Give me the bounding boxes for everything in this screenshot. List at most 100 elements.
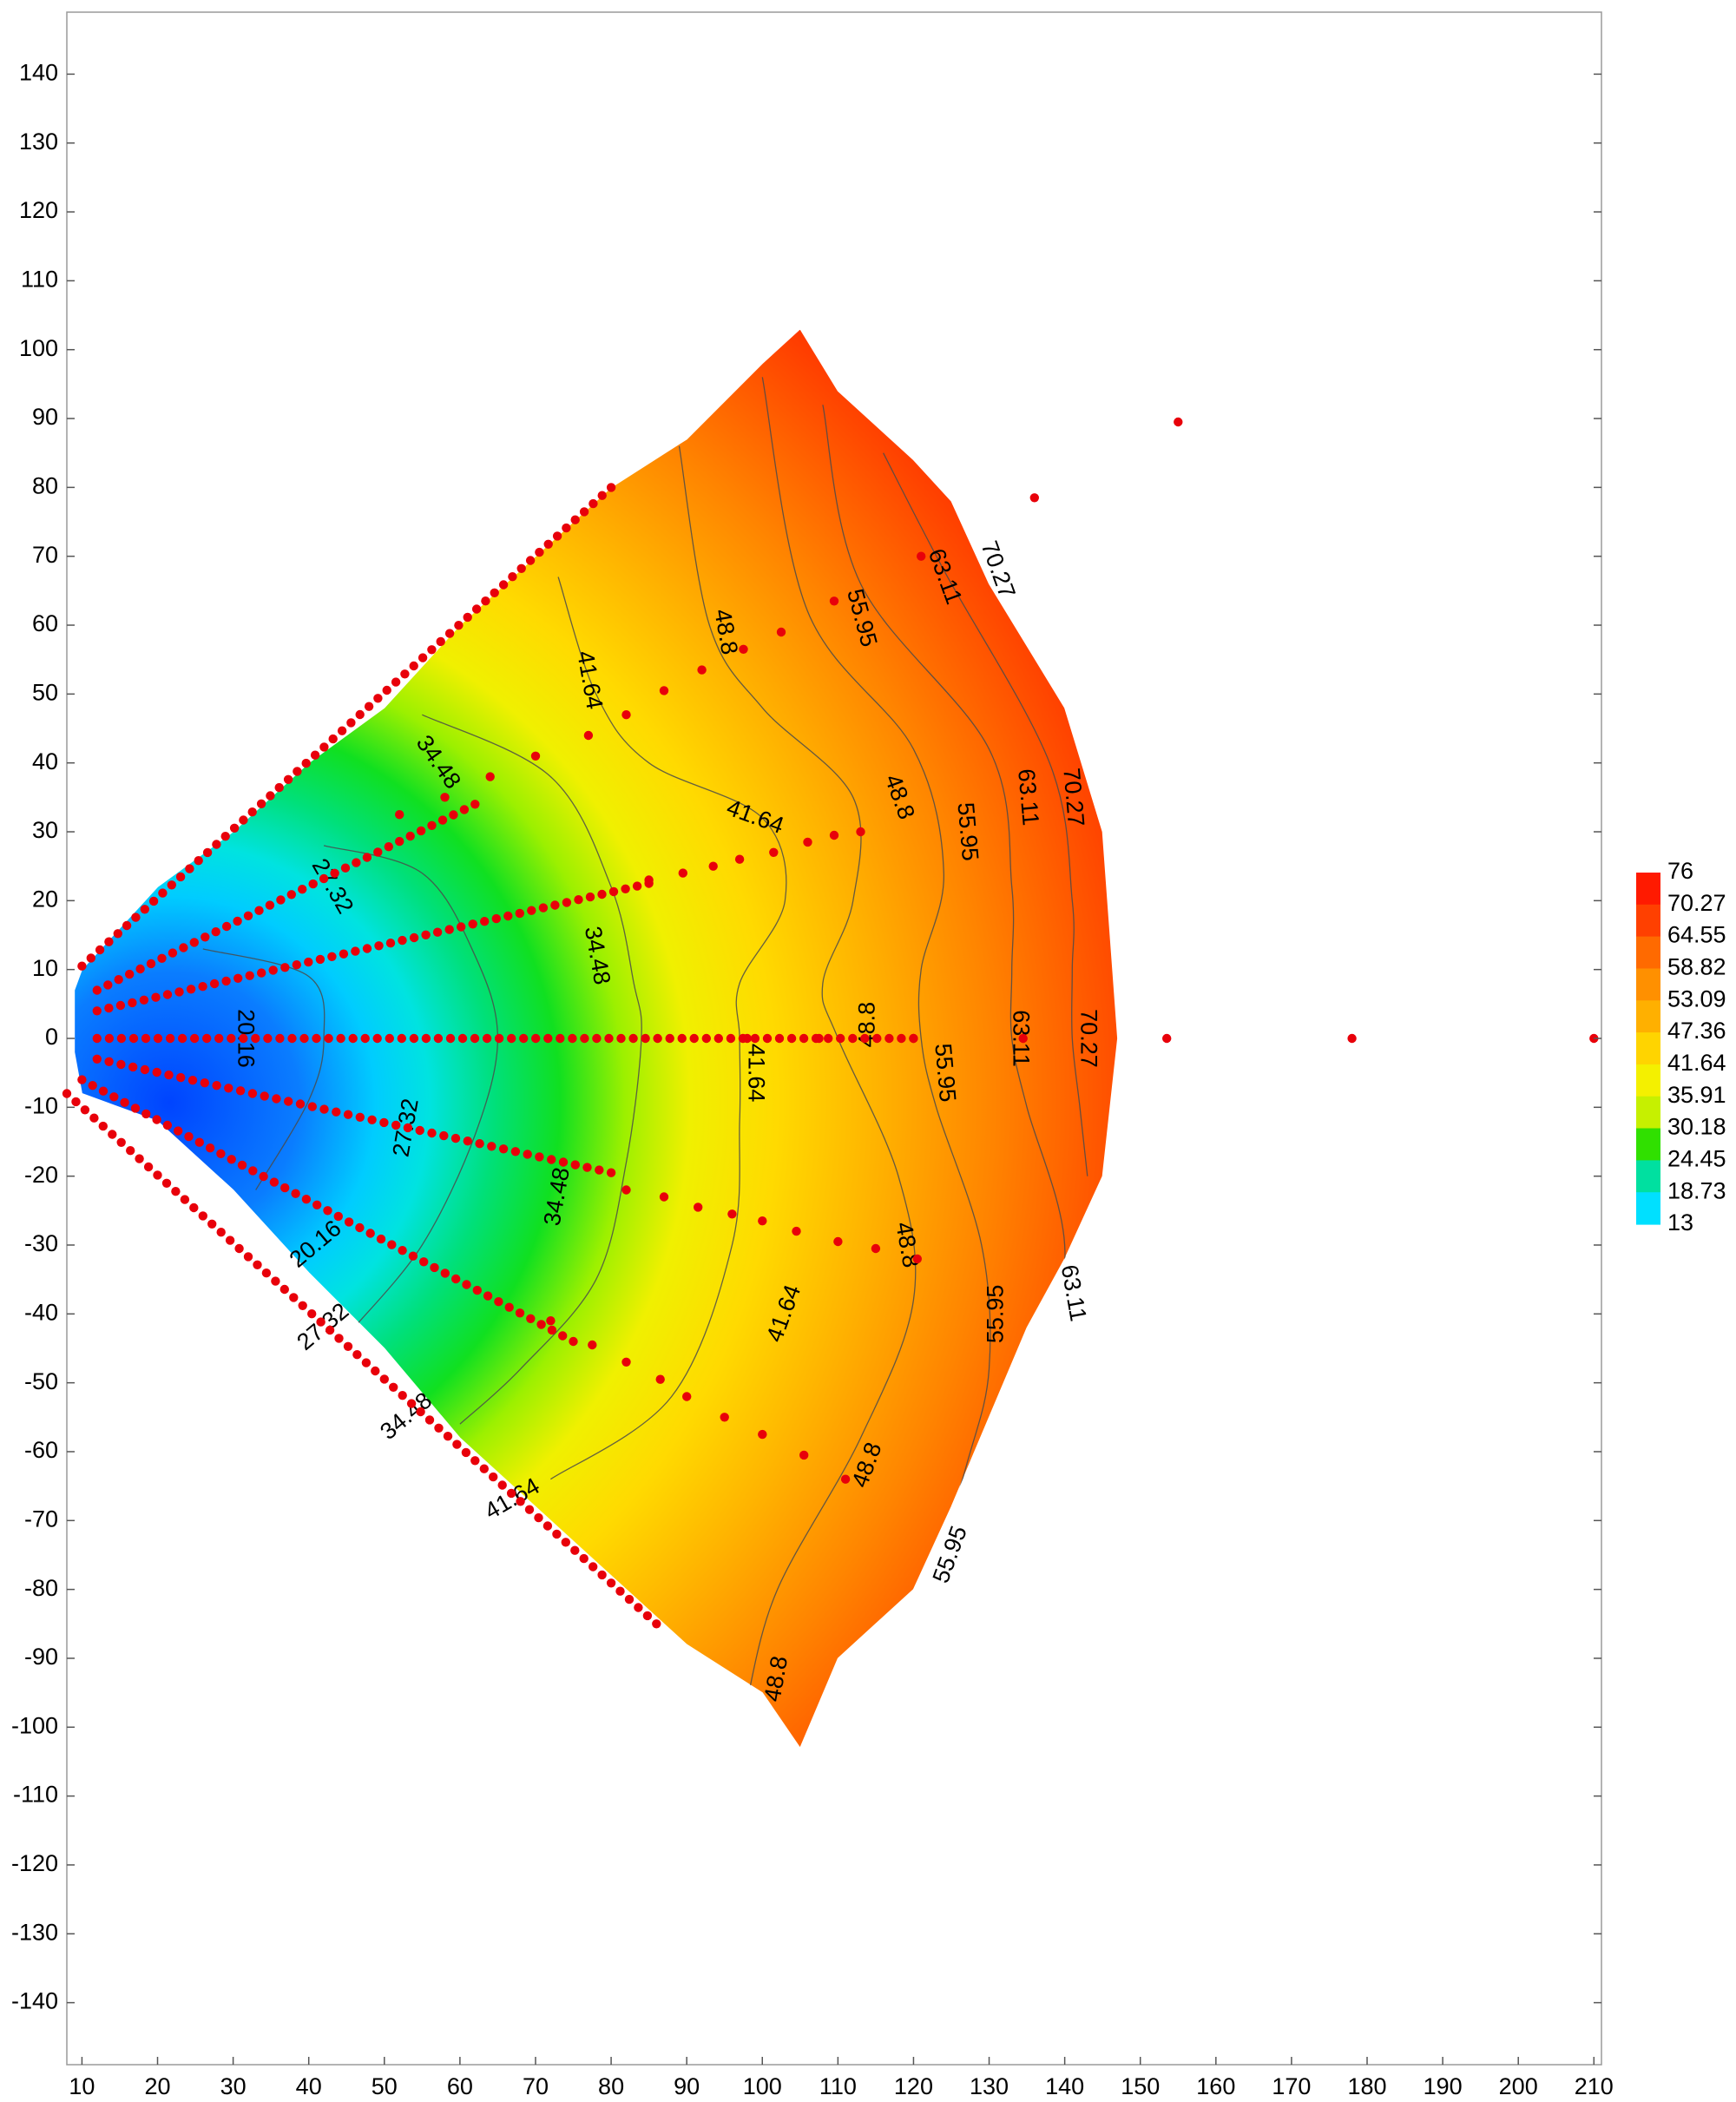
sample-point [470, 800, 480, 809]
sample-point [814, 1033, 824, 1044]
sample-point [750, 1033, 760, 1044]
sample-point [355, 1222, 365, 1233]
sample-point [562, 523, 571, 533]
sample-point [538, 903, 549, 913]
y-tick-label: 110 [21, 267, 58, 293]
x-tick-label: 200 [1499, 2073, 1538, 2099]
sample-point [167, 880, 176, 890]
colorbar-swatch [1636, 936, 1660, 969]
sample-point [319, 873, 329, 884]
contour-line-41-64 [550, 577, 787, 1480]
sample-point [454, 621, 464, 630]
sample-point [292, 960, 301, 970]
sample-point [387, 1240, 397, 1249]
colorbar-swatch [1636, 904, 1660, 938]
x-tick-label: 190 [1424, 2073, 1463, 2099]
sample-point [227, 1155, 236, 1164]
sample-point [343, 1341, 353, 1352]
contour-label: 41.64 [744, 1044, 770, 1103]
sample-point [595, 1165, 604, 1175]
sample-point [799, 1033, 809, 1044]
colorbar-swatch [1636, 1128, 1660, 1161]
sample-point [523, 1150, 532, 1159]
sample-point [758, 1429, 767, 1440]
sample-point [299, 1033, 309, 1044]
sample-point [319, 742, 329, 752]
sample-point [261, 1268, 272, 1278]
y-tick-label: 80 [32, 472, 58, 498]
sample-point [463, 612, 472, 623]
sample-point [284, 1097, 293, 1106]
colorbar-label: 24.45 [1667, 1146, 1726, 1172]
sample-point [327, 952, 337, 962]
sample-point [333, 1211, 343, 1222]
sample-point [397, 1033, 406, 1044]
sample-point [260, 1091, 269, 1101]
colorbar-label: 64.55 [1667, 922, 1726, 948]
sample-point [480, 917, 490, 926]
sample-point [395, 810, 404, 820]
sample-point [291, 1189, 300, 1198]
sample-point [450, 1133, 461, 1143]
sample-point [135, 964, 145, 974]
colorbar-swatch [1636, 1160, 1660, 1193]
sample-point [164, 1070, 174, 1080]
sample-point [174, 987, 184, 997]
sample-point [701, 1033, 711, 1044]
sample-point [472, 1285, 482, 1295]
sample-point [758, 1216, 767, 1226]
sample-point [917, 551, 926, 561]
sample-point [205, 1143, 215, 1153]
sample-point [201, 932, 210, 942]
sample-point [833, 1236, 843, 1247]
sample-point [470, 1033, 480, 1044]
sample-point [95, 945, 105, 955]
sample-point [621, 1185, 631, 1195]
sample-point [180, 1195, 190, 1204]
sample-point [516, 563, 526, 573]
sample-point [108, 1130, 117, 1139]
y-axis: 1401301201101009080706050403020100-10-20… [11, 60, 1601, 2014]
contour-label: 63.11 [1056, 1262, 1092, 1323]
sample-point [659, 686, 669, 695]
sample-point [606, 1168, 616, 1177]
sample-point [140, 1064, 150, 1075]
sample-point [152, 1067, 161, 1077]
sample-point [440, 793, 450, 802]
sample-point [316, 1317, 326, 1327]
y-tick-label: -120 [11, 1850, 58, 1876]
sample-point [389, 1382, 398, 1393]
sample-point [506, 1488, 516, 1499]
sample-point [860, 1033, 870, 1044]
sample-point [503, 911, 513, 921]
sample-point [689, 1033, 699, 1044]
sample-point [421, 930, 431, 940]
sample-point [116, 1059, 126, 1070]
sample-point [225, 1236, 235, 1245]
sample-point [457, 922, 466, 932]
sample-point [214, 1033, 224, 1044]
sample-point [409, 1033, 419, 1044]
sample-point [579, 1553, 589, 1564]
sample-point [162, 1120, 173, 1130]
sample-point [287, 1033, 297, 1044]
sample-point [606, 1578, 616, 1588]
sample-point [624, 1594, 635, 1605]
sample-point [268, 965, 278, 975]
sample-point [490, 588, 499, 597]
colorbar-swatch [1636, 1192, 1660, 1225]
sample-point [884, 1033, 894, 1044]
sample-point [697, 665, 707, 675]
sample-point [515, 908, 524, 919]
sample-point [373, 694, 383, 703]
sample-point [165, 1033, 175, 1044]
sample-point [443, 1432, 453, 1441]
sample-point [562, 898, 572, 907]
sample-point [494, 1297, 503, 1307]
sample-point [71, 1097, 81, 1107]
x-tick-label: 80 [598, 2073, 624, 2099]
sample-point [856, 827, 865, 837]
sample-point [437, 815, 448, 825]
x-tick-label: 40 [296, 2073, 322, 2099]
sample-point [355, 709, 365, 720]
